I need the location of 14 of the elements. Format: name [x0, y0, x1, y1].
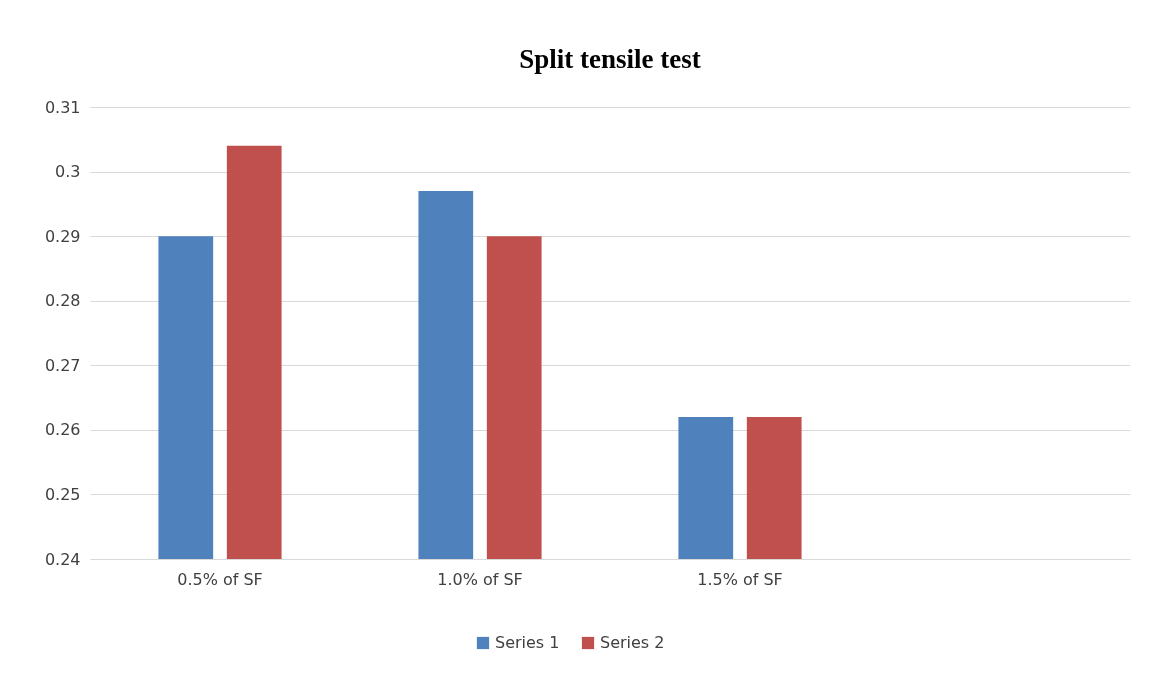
y-tick-label: 0.28 — [44, 291, 81, 311]
legend-label: Series 2 — [600, 633, 665, 652]
x-tick-label: 0.5% of SF — [177, 569, 263, 589]
y-tick-label: 0.24 — [44, 549, 81, 569]
y-tick-label: 0.26 — [44, 420, 81, 440]
y-tick-label: 0.3 — [55, 162, 81, 182]
x-tick-label: 1.5% of SF — [697, 569, 783, 589]
x-tick-label: 1.0% of SF — [437, 569, 523, 589]
legend-label: Series 1 — [495, 633, 560, 652]
y-tick-label: 0.27 — [44, 355, 81, 375]
y-tick-label: 0.25 — [44, 484, 81, 504]
chart-title: Split tensile test — [519, 44, 701, 74]
y-tick-label: 0.31 — [44, 97, 81, 117]
y-tick-label: 0.29 — [44, 226, 81, 246]
